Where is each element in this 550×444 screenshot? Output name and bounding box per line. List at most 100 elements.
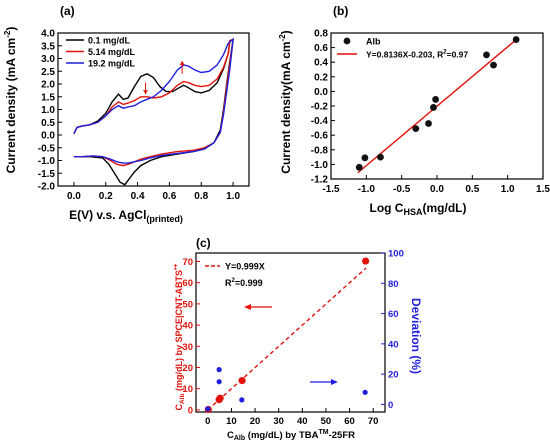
legend-label-fit-sup: 2 xyxy=(443,50,447,56)
panel-a-ylabel: Current density (mA cm-2) xyxy=(3,27,18,174)
y-right-tick-label: 60 xyxy=(388,309,399,320)
y-tick-label: 2.0 xyxy=(41,80,55,91)
panel-a-plot-frame xyxy=(57,32,250,187)
legend-label-series-1: 0.1 mg/dL xyxy=(88,36,131,46)
panel-a-arrows xyxy=(143,61,185,95)
y-left-tick-label: 0 xyxy=(188,405,193,416)
y-tick-label: -0.6 xyxy=(311,131,329,142)
y-tick-label: -0.5 xyxy=(38,143,56,154)
blue-data-point xyxy=(239,397,245,403)
y-left-tick-label: 30 xyxy=(182,342,193,353)
y-tick-label: -2.0 xyxy=(38,182,56,193)
panel-a-cyclic-voltammetry: 0.0 0.2 0.4 0.6 0.8 1.0-2.0-1.5-1.0-0.50.00.5… xyxy=(3,4,250,224)
panel-b-label: (b) xyxy=(333,4,348,18)
x-tick-label: 40 xyxy=(297,416,308,427)
panel-c-arrows xyxy=(244,304,338,385)
y-tick-label: -0.8 xyxy=(311,145,329,156)
panel-c-ylabel-right: Deviation (%) xyxy=(409,298,423,374)
legend-label-r2-end: =0.999 xyxy=(235,278,263,288)
data-point xyxy=(490,61,497,69)
data-point xyxy=(425,120,432,127)
x-tick-label: 0.0 xyxy=(67,191,81,202)
y-right-tick-label: 80 xyxy=(388,279,399,290)
panel-c-legend: Y=0.999X R2=0.999 xyxy=(205,262,265,288)
data-point xyxy=(483,51,490,59)
x-tick-label: -1.5 xyxy=(322,184,340,195)
x-tick-label: 0.6 xyxy=(162,191,176,202)
y-tick-label: 0.0 xyxy=(314,87,328,98)
panel-c-fit-line xyxy=(207,267,367,411)
blue-arrow-head xyxy=(331,379,338,385)
panel-c-label: (c) xyxy=(196,236,211,250)
y-right-tick-label: 0 xyxy=(388,400,393,411)
y-tick-label: -1.2 xyxy=(311,175,329,186)
panel-c-ylabel-left: CAlb (mg/dL) by SPCE|CNT-ABTS•+ xyxy=(173,263,186,410)
x-tick-label: -0.5 xyxy=(393,184,411,195)
y-right-tick-label: 40 xyxy=(388,339,399,350)
x-tick-label: 0.2 xyxy=(99,191,113,202)
panel-c-plot-frame xyxy=(195,252,386,413)
blue-data-point xyxy=(205,406,211,412)
y-left-tick-label: 50 xyxy=(182,299,193,310)
panel-b-ylabel: Current density(mA cm-2) xyxy=(278,30,293,173)
panel-c-ticks: 0 10 20 30 40 50 60 70 0 10 20 30 40 50 60 70 0 20 40 60 80 1… xyxy=(182,249,403,428)
data-point xyxy=(512,36,520,43)
x-tick-label: 1.0 xyxy=(226,191,240,202)
data-point xyxy=(361,154,369,162)
panel-c-method-comparison: 0 10 20 30 40 50 60 70 0 10 20 30 40 50 60 70 0 20 40 60 80 1… xyxy=(173,236,423,442)
y-tick-label: -1.5 xyxy=(38,169,56,180)
linear-fit-line xyxy=(357,37,519,174)
panel-b-linear-fit: -1.5 -1.0 -0.5 0.0 0.5 1.0 1.5 -1.2 -1.0 -0.8 -0.6… xyxy=(278,4,550,217)
y-tick-label: 0.0 xyxy=(41,131,55,142)
y-tick-label: 1.5 xyxy=(41,92,55,103)
blue-data-point xyxy=(362,389,368,395)
y-left-tick-label: 20 xyxy=(182,363,193,374)
y-left-tick-label: 70 xyxy=(182,257,193,268)
data-point xyxy=(430,104,437,111)
y-left-tick-label: 10 xyxy=(182,384,193,395)
panel-b-points xyxy=(355,36,520,171)
blue-data-point xyxy=(216,379,222,385)
panel-a-legend: 0.1 mg/dL5.14 mg/dL 19.2 mg/dL xyxy=(66,36,136,69)
red-data-point xyxy=(238,377,246,385)
panel-b-xlabel: Log CHSA(mg/dL) xyxy=(369,201,466,217)
legend-label-fit: Y=0.8136X-0.203, R2=0.97 xyxy=(366,50,468,60)
panel-b-fit-line xyxy=(357,37,519,174)
y-right-tick-label: 20 xyxy=(388,370,399,381)
legend-label-series-3: 19.2 mg/dL xyxy=(88,59,136,69)
y-tick-label: 0.6 xyxy=(314,43,328,54)
y-tick-label: 3.0 xyxy=(41,54,55,65)
legend-label-r2: R2=0.999 xyxy=(225,278,263,288)
panel-a-label: (a) xyxy=(60,4,75,18)
x-tick-label: 50 xyxy=(321,416,332,427)
y-tick-label: -0.2 xyxy=(311,102,329,113)
legend-label-r2-sup: 2 xyxy=(232,278,236,284)
legend-label-fit-end: =0.97 xyxy=(447,50,469,60)
y-tick-label: -1.0 xyxy=(311,160,329,171)
legend-label-fit: Y=0.999X xyxy=(225,262,265,272)
x-tick-label: 0.0 xyxy=(430,184,444,195)
y-left-tick-label: 60 xyxy=(182,278,193,289)
data-point xyxy=(412,125,420,133)
fit-line-dashed xyxy=(207,267,367,411)
data-point xyxy=(377,153,384,161)
x-tick-label: 70 xyxy=(368,416,379,427)
panel-b-legend: Alb Y=0.8136X-0.203, R2=0.97 xyxy=(337,37,468,60)
y-tick-label: -0.4 xyxy=(311,116,329,127)
panel-a-xlabel: E(V) v.s. AgCl(printed) xyxy=(69,208,183,224)
x-tick-label: 0.4 xyxy=(131,191,145,202)
concentration-arrow-head xyxy=(143,90,149,95)
x-tick-label: 0 xyxy=(205,416,210,427)
y-tick-label: 0.8 xyxy=(314,29,328,40)
red-data-point xyxy=(362,257,370,265)
legend-label-alb: Alb xyxy=(366,37,381,47)
x-tick-label: 0.5 xyxy=(465,184,479,195)
y-tick-label: 3.5 xyxy=(41,41,55,52)
blue-data-point xyxy=(216,367,222,373)
y-tick-label: 2.5 xyxy=(41,67,55,78)
y-right-tick-label: 100 xyxy=(388,249,404,260)
cv-curve-series-3 xyxy=(73,37,234,164)
data-point xyxy=(355,163,363,171)
x-tick-label: 1.5 xyxy=(536,184,550,195)
